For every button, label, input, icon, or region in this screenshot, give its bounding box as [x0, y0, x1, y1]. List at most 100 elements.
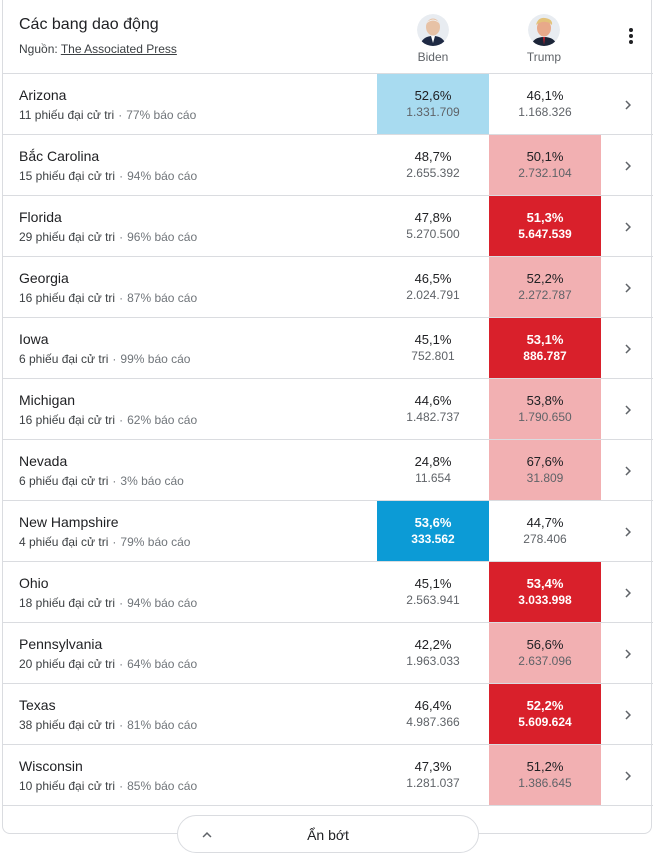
electoral-votes: 6 phiếu đại cử tri — [19, 352, 109, 366]
state-row-wisconsin[interactable]: Wisconsin 10 phiếu đại cử tri · 85% báo cáo… — [3, 745, 653, 806]
trump-votes: 1.168.326 — [518, 105, 572, 119]
state-name: Bắc Carolina — [19, 148, 100, 164]
separator-dot: · — [119, 779, 124, 793]
state-name: Ohio — [19, 575, 49, 591]
trump-votes: 278.406 — [523, 532, 567, 546]
biden-percent: 46,5% — [414, 271, 452, 286]
biden-percent: 24,8% — [414, 454, 452, 469]
state-name: Michigan — [19, 392, 76, 408]
chevron-right-icon[interactable] — [619, 645, 637, 663]
state-meta: 16 phiếu đại cử tri · 62% báo cáo — [19, 413, 197, 427]
trump-percent: 53,1% — [526, 332, 564, 347]
biden-votes: 1.482.737 — [406, 410, 460, 424]
biden-percent: 47,3% — [414, 759, 452, 774]
biden-result-cell: 47,3% 1.281.037 — [377, 745, 489, 805]
chevron-right-icon[interactable] — [619, 157, 637, 175]
biden-result-cell: 44,6% 1.482.737 — [377, 379, 489, 439]
chevron-right-icon[interactable] — [619, 96, 637, 114]
separator-dot: · — [119, 718, 124, 732]
chevron-right-icon[interactable] — [619, 218, 637, 236]
trump-votes: 5.609.624 — [518, 715, 572, 729]
chevron-right-icon[interactable] — [619, 462, 637, 480]
reporting-percent: 77% báo cáo — [126, 108, 197, 122]
trump-result-cell: 52,2% 2.272.787 — [489, 257, 601, 317]
source-link[interactable]: The Associated Press — [60, 42, 177, 56]
state-meta: 20 phiếu đại cử tri · 64% báo cáo — [19, 657, 197, 671]
state-row-arizona[interactable]: Arizona 11 phiếu đại cử tri · 77% báo cáo 52… — [3, 74, 653, 135]
chevron-right-icon[interactable] — [619, 706, 637, 724]
state-row-pennsylvania[interactable]: Pennsylvania 20 phiếu đại cử tri · 64% báo … — [3, 623, 653, 684]
state-name: Florida — [19, 209, 62, 225]
biden-votes: 1.281.037 — [406, 776, 460, 790]
state-meta: 11 phiếu đại cử tri · 77% báo cáo — [19, 108, 196, 122]
trump-votes: 2.637.096 — [518, 654, 572, 668]
reporting-percent: 3% báo cáo — [120, 474, 184, 488]
trump-percent: 56,6% — [526, 637, 564, 652]
trump-percent: 51,2% — [526, 759, 564, 774]
biden-percent: 53,6% — [414, 515, 452, 530]
chevron-right-icon[interactable] — [619, 340, 637, 358]
trump-percent: 52,2% — [526, 698, 564, 713]
chevron-right-icon[interactable] — [619, 767, 637, 785]
biden-votes: 2.563.941 — [406, 593, 460, 607]
trump-votes: 5.647.539 — [518, 227, 572, 241]
state-name: New Hampshire — [19, 514, 119, 530]
trump-avatar — [528, 14, 560, 46]
biden-votes: 1.331.709 — [406, 105, 460, 119]
biden-result-cell: 46,5% 2.024.791 — [377, 257, 489, 317]
trump-votes: 1.790.650 — [518, 410, 572, 424]
electoral-votes: 11 phiếu đại cử tri — [19, 108, 115, 122]
candidate-name-biden: Biden — [417, 50, 449, 64]
trump-percent: 46,1% — [526, 88, 564, 103]
separator-dot: · — [119, 413, 124, 427]
trump-result-cell: 67,6% 31.809 — [489, 440, 601, 500]
state-row-iowa[interactable]: Iowa 6 phiếu đại cử tri · 99% báo cáo 45,1% 7… — [3, 318, 653, 379]
biden-votes: 1.963.033 — [406, 654, 460, 668]
separator-dot: · — [119, 230, 124, 244]
state-row-georgia[interactable]: Georgia 16 phiếu đại cử tri · 87% báo cáo 46… — [3, 257, 653, 318]
state-row-ohio[interactable]: Ohio 18 phiếu đại cử tri · 94% báo cáo 45,1%… — [3, 562, 653, 623]
trump-percent: 53,8% — [526, 393, 564, 408]
biden-votes: 11.654 — [415, 471, 451, 485]
state-row-new-hampshire[interactable]: New Hampshire 4 phiếu đại cử tri · 79% báo … — [3, 501, 653, 562]
biden-votes: 5.270.500 — [406, 227, 460, 241]
state-name: Arizona — [19, 87, 67, 103]
state-row-nevada[interactable]: Nevada 6 phiếu đại cử tri · 3% báo cáo 24,8%… — [3, 440, 653, 501]
reporting-percent: 85% báo cáo — [127, 779, 198, 793]
candidate-name-trump: Trump — [526, 50, 562, 64]
chevron-right-icon[interactable] — [619, 279, 637, 297]
state-row-bắc-carolina[interactable]: Bắc Carolina 15 phiếu đại cử tri · 94% báo … — [3, 135, 653, 196]
biden-avatar — [417, 14, 449, 46]
trump-result-cell: 53,8% 1.790.650 — [489, 379, 601, 439]
chevron-right-icon[interactable] — [619, 401, 637, 419]
state-row-michigan[interactable]: Michigan 16 phiếu đại cử tri · 62% báo cáo 4… — [3, 379, 653, 440]
biden-votes: 752.801 — [411, 349, 455, 363]
electoral-votes: 4 phiếu đại cử tri — [19, 535, 109, 549]
chevron-up-icon — [202, 832, 212, 838]
reporting-percent: 87% báo cáo — [127, 291, 198, 305]
biden-votes: 4.987.366 — [406, 715, 460, 729]
trump-result-cell: 50,1% 2.732.104 — [489, 135, 601, 195]
trump-result-cell: 53,1% 886.787 — [489, 318, 601, 378]
electoral-votes: 20 phiếu đại cử tri — [19, 657, 116, 671]
trump-result-cell: 44,7% 278.406 — [489, 501, 601, 561]
trump-votes: 3.033.998 — [518, 593, 572, 607]
states-list: Arizona 11 phiếu đại cử tri · 77% báo cáo 52… — [3, 74, 653, 806]
trump-result-cell: 56,6% 2.637.096 — [489, 623, 601, 683]
collapse-button[interactable]: Ẩn bớt — [177, 815, 479, 853]
reporting-percent: 99% báo cáo — [120, 352, 191, 366]
biden-result-cell: 47,8% 5.270.500 — [377, 196, 489, 256]
chevron-right-icon[interactable] — [619, 523, 637, 541]
biden-result-cell: 42,2% 1.963.033 — [377, 623, 489, 683]
more-options-icon[interactable] — [623, 26, 639, 46]
state-meta: 38 phiếu đại cử tri · 81% báo cáo — [19, 718, 197, 732]
state-name: Wisconsin — [19, 758, 83, 774]
chevron-right-icon[interactable] — [619, 584, 637, 602]
state-row-texas[interactable]: Texas 38 phiếu đại cử tri · 81% báo cáo 46,4… — [3, 684, 653, 745]
trump-votes: 886.787 — [523, 349, 567, 363]
biden-votes: 2.655.392 — [406, 166, 460, 180]
separator-dot: · — [118, 108, 123, 122]
biden-percent: 45,1% — [414, 576, 452, 591]
state-row-florida[interactable]: Florida 29 phiếu đại cử tri · 96% báo cáo 47… — [3, 196, 653, 257]
trump-percent: 50,1% — [526, 149, 564, 164]
